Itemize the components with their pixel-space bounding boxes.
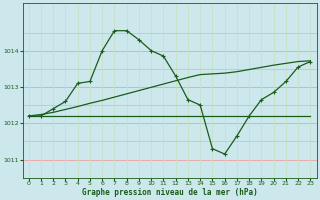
X-axis label: Graphe pression niveau de la mer (hPa): Graphe pression niveau de la mer (hPa) — [82, 188, 257, 197]
